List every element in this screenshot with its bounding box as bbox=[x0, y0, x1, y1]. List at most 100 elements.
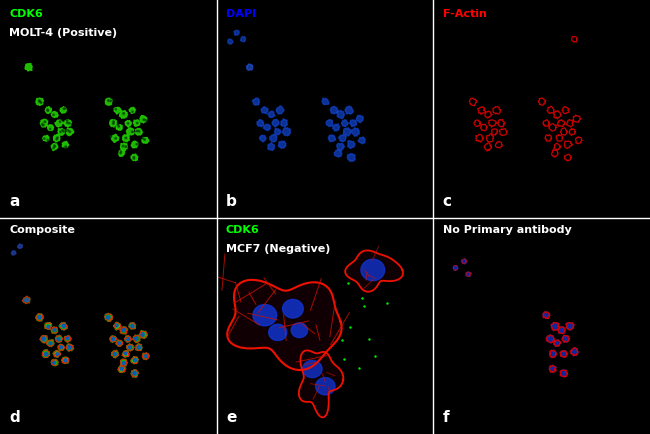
Polygon shape bbox=[127, 344, 134, 351]
Polygon shape bbox=[131, 154, 138, 161]
Text: e: e bbox=[226, 410, 237, 425]
Circle shape bbox=[122, 362, 125, 365]
Circle shape bbox=[110, 100, 111, 102]
Circle shape bbox=[47, 140, 48, 141]
Circle shape bbox=[136, 144, 138, 145]
Circle shape bbox=[54, 146, 55, 147]
Circle shape bbox=[40, 102, 42, 103]
Polygon shape bbox=[40, 119, 48, 127]
Text: b: b bbox=[226, 194, 237, 209]
Polygon shape bbox=[358, 137, 365, 144]
Circle shape bbox=[127, 123, 129, 124]
Text: CDK6: CDK6 bbox=[9, 9, 43, 19]
Polygon shape bbox=[47, 340, 54, 346]
Polygon shape bbox=[246, 64, 253, 70]
Circle shape bbox=[62, 324, 66, 327]
Polygon shape bbox=[67, 128, 73, 136]
Circle shape bbox=[122, 328, 125, 331]
Polygon shape bbox=[58, 344, 64, 351]
Polygon shape bbox=[268, 143, 274, 150]
Circle shape bbox=[112, 123, 114, 124]
Polygon shape bbox=[347, 153, 355, 161]
Polygon shape bbox=[342, 120, 348, 126]
Circle shape bbox=[53, 329, 56, 332]
Polygon shape bbox=[337, 110, 344, 119]
Circle shape bbox=[115, 138, 116, 139]
Circle shape bbox=[122, 145, 124, 147]
Text: MCF7 (Negative): MCF7 (Negative) bbox=[226, 244, 330, 254]
Circle shape bbox=[49, 342, 52, 345]
Polygon shape bbox=[40, 335, 47, 343]
Polygon shape bbox=[334, 150, 342, 157]
Circle shape bbox=[133, 372, 136, 375]
Polygon shape bbox=[558, 327, 565, 334]
Polygon shape bbox=[338, 135, 346, 142]
Circle shape bbox=[44, 121, 46, 122]
Circle shape bbox=[136, 122, 138, 124]
Polygon shape bbox=[462, 259, 467, 264]
Polygon shape bbox=[22, 296, 30, 304]
Polygon shape bbox=[51, 144, 58, 151]
Polygon shape bbox=[361, 259, 385, 281]
Polygon shape bbox=[453, 266, 458, 270]
Polygon shape bbox=[281, 118, 287, 127]
Circle shape bbox=[145, 120, 146, 121]
Circle shape bbox=[143, 119, 144, 121]
Polygon shape bbox=[268, 111, 275, 118]
Polygon shape bbox=[47, 125, 54, 131]
Polygon shape bbox=[36, 98, 44, 105]
Circle shape bbox=[38, 316, 41, 319]
Text: CDK6: CDK6 bbox=[226, 225, 260, 235]
Circle shape bbox=[124, 352, 127, 355]
Circle shape bbox=[47, 109, 48, 110]
Polygon shape bbox=[64, 119, 72, 127]
Polygon shape bbox=[53, 350, 60, 357]
Circle shape bbox=[144, 139, 146, 140]
Polygon shape bbox=[114, 322, 121, 330]
Polygon shape bbox=[252, 98, 259, 105]
Circle shape bbox=[42, 125, 44, 126]
Circle shape bbox=[60, 131, 61, 132]
Polygon shape bbox=[350, 120, 357, 127]
Circle shape bbox=[53, 147, 54, 149]
Polygon shape bbox=[543, 312, 550, 319]
Polygon shape bbox=[562, 335, 569, 342]
Circle shape bbox=[140, 333, 144, 336]
Polygon shape bbox=[275, 128, 281, 135]
Polygon shape bbox=[259, 135, 266, 142]
Polygon shape bbox=[51, 359, 58, 365]
Polygon shape bbox=[124, 335, 131, 342]
Polygon shape bbox=[60, 106, 66, 113]
Circle shape bbox=[120, 151, 122, 152]
Circle shape bbox=[112, 338, 114, 341]
Circle shape bbox=[66, 119, 68, 121]
Polygon shape bbox=[560, 370, 567, 377]
Polygon shape bbox=[105, 313, 112, 322]
Polygon shape bbox=[42, 350, 49, 358]
Polygon shape bbox=[126, 128, 135, 135]
Circle shape bbox=[129, 346, 131, 349]
Polygon shape bbox=[136, 344, 142, 351]
Polygon shape bbox=[133, 335, 140, 342]
Polygon shape bbox=[110, 119, 117, 127]
Circle shape bbox=[123, 112, 124, 114]
Circle shape bbox=[132, 131, 133, 132]
Circle shape bbox=[54, 145, 55, 146]
Polygon shape bbox=[316, 378, 335, 395]
Polygon shape bbox=[551, 322, 559, 331]
Circle shape bbox=[113, 121, 114, 122]
Polygon shape bbox=[330, 106, 338, 114]
Circle shape bbox=[143, 138, 144, 139]
Polygon shape bbox=[570, 348, 578, 356]
Polygon shape bbox=[66, 344, 73, 351]
Circle shape bbox=[59, 121, 61, 122]
Circle shape bbox=[38, 100, 40, 102]
Circle shape bbox=[47, 325, 50, 329]
Polygon shape bbox=[116, 340, 123, 346]
Polygon shape bbox=[140, 115, 147, 123]
Text: c: c bbox=[443, 194, 452, 209]
Polygon shape bbox=[322, 98, 329, 105]
Polygon shape bbox=[51, 327, 58, 334]
Circle shape bbox=[107, 100, 109, 101]
Polygon shape bbox=[466, 272, 471, 277]
